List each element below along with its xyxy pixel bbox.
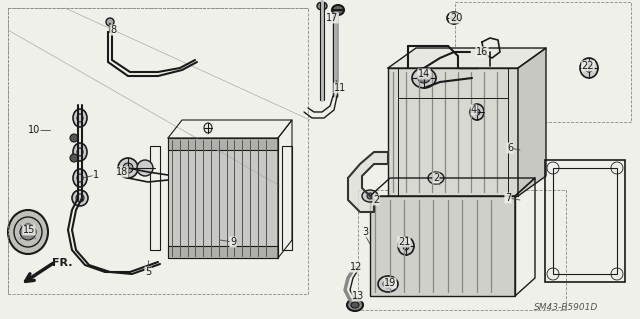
Ellipse shape	[118, 158, 138, 178]
Text: 17: 17	[326, 13, 338, 23]
Text: 8: 8	[110, 25, 116, 35]
Bar	[545, 160, 625, 282]
Ellipse shape	[470, 104, 484, 120]
Ellipse shape	[585, 64, 593, 72]
Text: SM43-B5901D: SM43-B5901D	[534, 303, 598, 313]
Ellipse shape	[8, 210, 48, 254]
Text: FR.: FR.	[52, 258, 72, 268]
Ellipse shape	[367, 193, 373, 199]
Text: 7: 7	[505, 193, 511, 203]
Ellipse shape	[123, 163, 133, 173]
Ellipse shape	[403, 242, 409, 250]
Text: 16: 16	[476, 47, 488, 57]
Ellipse shape	[428, 172, 444, 184]
Text: 5: 5	[145, 267, 151, 277]
Polygon shape	[388, 48, 546, 68]
Bar	[358, 190, 566, 310]
Ellipse shape	[378, 276, 398, 292]
Text: 13: 13	[352, 291, 364, 301]
Ellipse shape	[383, 280, 393, 288]
Bar	[370, 196, 515, 296]
Text: 10: 10	[28, 125, 40, 135]
Ellipse shape	[362, 190, 378, 202]
Text: 18: 18	[116, 167, 128, 177]
Ellipse shape	[70, 154, 78, 162]
Bar	[282, 146, 292, 250]
Text: 6: 6	[507, 143, 513, 153]
Ellipse shape	[137, 160, 153, 176]
Polygon shape	[348, 152, 388, 212]
Bar	[150, 146, 160, 250]
Text: 11: 11	[334, 83, 346, 93]
Ellipse shape	[451, 15, 457, 21]
Ellipse shape	[106, 18, 114, 26]
Text: 12: 12	[350, 262, 362, 272]
Text: 2: 2	[433, 173, 439, 183]
Text: 9: 9	[230, 237, 236, 247]
Ellipse shape	[418, 73, 430, 83]
Ellipse shape	[347, 299, 363, 311]
Ellipse shape	[412, 68, 436, 88]
Ellipse shape	[433, 175, 439, 181]
Ellipse shape	[73, 143, 87, 161]
Text: 14: 14	[418, 69, 430, 79]
Text: 15: 15	[23, 225, 35, 235]
Ellipse shape	[398, 237, 414, 255]
Ellipse shape	[474, 109, 480, 115]
Ellipse shape	[332, 5, 344, 15]
Text: 21: 21	[398, 237, 410, 247]
Bar	[455, 2, 631, 122]
Text: 2: 2	[373, 195, 379, 205]
Text: 4: 4	[471, 105, 477, 115]
Text: 1: 1	[93, 170, 99, 180]
Text: 3: 3	[362, 227, 368, 237]
Text: 20: 20	[450, 13, 462, 23]
Ellipse shape	[73, 169, 87, 187]
Ellipse shape	[72, 190, 88, 206]
Ellipse shape	[70, 134, 78, 142]
Text: 22: 22	[582, 61, 595, 71]
Bar	[168, 138, 278, 258]
Ellipse shape	[351, 302, 359, 308]
Ellipse shape	[317, 2, 327, 10]
Bar	[388, 68, 518, 196]
Ellipse shape	[73, 109, 87, 127]
Bar	[8, 8, 308, 294]
Text: 19: 19	[384, 278, 396, 288]
Ellipse shape	[580, 58, 598, 78]
Bar	[168, 138, 278, 150]
Polygon shape	[518, 48, 546, 196]
Bar	[168, 246, 278, 258]
Bar	[553, 168, 617, 274]
Ellipse shape	[20, 224, 36, 240]
